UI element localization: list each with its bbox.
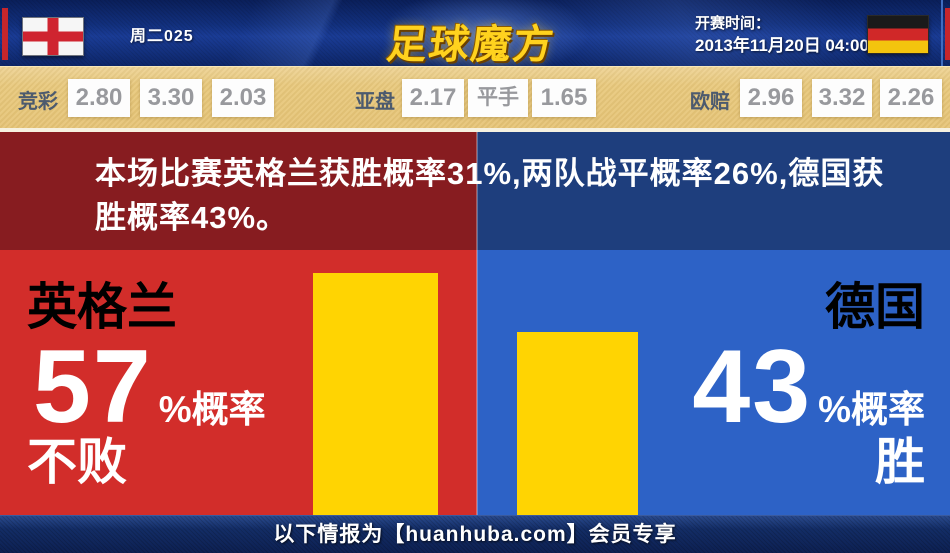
prediction-panel: 本场比赛英格兰获胜概率31%,两队战平概率26%,德国获 胜概率43%。 英格兰… xyxy=(0,132,950,515)
england-dark-band xyxy=(0,132,477,250)
germany-flag-icon xyxy=(867,15,929,54)
probability-summary: 本场比赛英格兰获胜概率31%,两队战平概率26%,德国获 胜概率43%。 xyxy=(95,152,895,240)
away-probability: 43 %概率 xyxy=(692,335,925,439)
jingcai-odds-label: 竞彩 xyxy=(18,91,58,113)
home-percent-label: %概率 xyxy=(158,389,266,430)
kickoff-label: 开赛时间： xyxy=(695,15,771,32)
home-outcome-label: 不败 xyxy=(27,434,127,490)
home-team-name: 英格兰 xyxy=(27,279,177,335)
away-outcome-label: 胜 xyxy=(875,434,925,490)
away-probability-bar xyxy=(517,332,638,515)
left-red-edge-stripe xyxy=(2,8,8,60)
oupei-away-odds-box[interactable]: 2.26 xyxy=(880,79,942,117)
england-flag-icon xyxy=(22,17,84,56)
germany-dark-band xyxy=(477,132,950,250)
logo-light-burst xyxy=(380,0,590,66)
away-team-name: 德国 xyxy=(825,279,925,335)
kickoff-info: 开赛时间： 2013年11月20日 04:00 xyxy=(695,13,869,57)
footer-bar: 以下情报为【huanhuba.com】会员专享 xyxy=(0,515,950,553)
match-code: 周二025 xyxy=(130,28,194,45)
right-edge-highlight-line xyxy=(941,0,943,66)
home-probability: 57 %概率 xyxy=(33,335,266,439)
cream-separator-line xyxy=(0,128,950,132)
oupei-home-odds-box[interactable]: 2.96 xyxy=(740,79,802,117)
home-probability-bar xyxy=(313,273,438,515)
oupei-draw-odds-box[interactable]: 3.32 xyxy=(812,79,872,117)
odds-bar: 竞彩 2.80 3.30 2.03 亚盘 2.17 平手 1.65 欧赔 2.9… xyxy=(0,66,950,128)
yapan-home-odds-box[interactable]: 2.17 xyxy=(402,79,464,117)
jingcai-draw-odds-box[interactable]: 3.30 xyxy=(140,79,202,117)
top-bar: 周二025 足球魔方 开赛时间： 2013年11月20日 04:00 xyxy=(0,0,950,66)
jingcai-away-odds-box[interactable]: 2.03 xyxy=(212,79,274,117)
jingcai-home-odds-box[interactable]: 2.80 xyxy=(68,79,130,117)
away-percent-label: %概率 xyxy=(818,389,925,430)
member-notice: 以下情报为【huanhuba.com】会员专享 xyxy=(273,523,677,546)
panel-divider-line xyxy=(476,132,478,515)
yapan-away-odds-box[interactable]: 1.65 xyxy=(532,79,596,117)
yapan-handicap-box[interactable]: 平手 xyxy=(468,79,528,117)
summary-line-1: 本场比赛英格兰获胜概率31%,两队战平概率26%,德国获 xyxy=(95,156,885,191)
right-red-edge-stripe xyxy=(945,8,950,60)
yapan-odds-label: 亚盘 xyxy=(355,91,395,113)
kickoff-time: 2013年11月20日 04:00 xyxy=(695,36,869,55)
site-logo: 足球魔方 xyxy=(384,23,558,66)
away-percent-value: 43 xyxy=(692,329,813,445)
home-percent-value: 57 xyxy=(33,329,153,445)
summary-line-2: 胜概率43%。 xyxy=(95,200,289,235)
oupei-odds-label: 欧赔 xyxy=(690,91,730,113)
